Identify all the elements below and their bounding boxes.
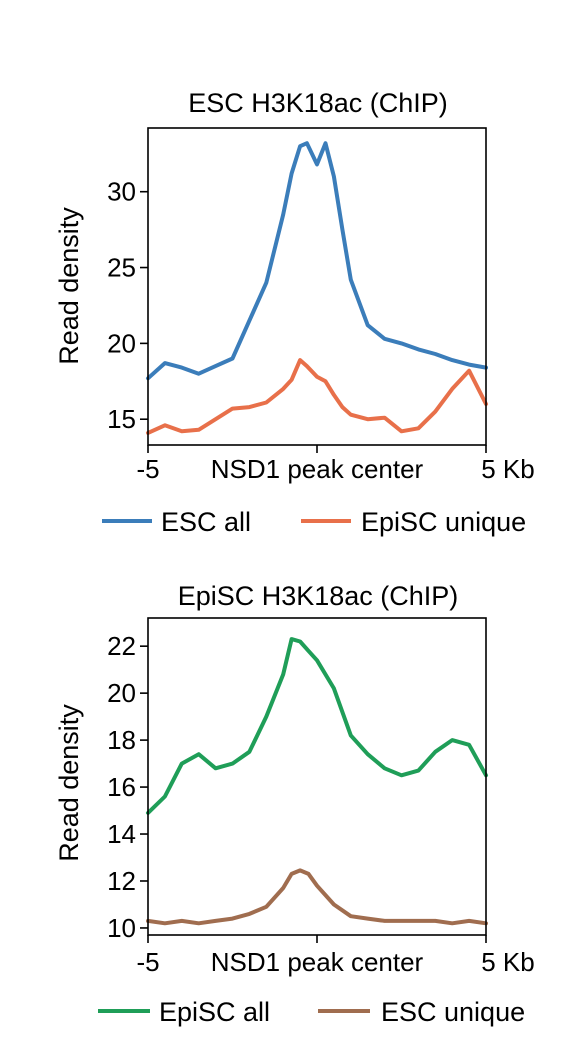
x-axis [147, 935, 487, 943]
series-lines [146, 141, 488, 435]
legend-label-esc-unique: ESC unique [381, 997, 525, 1027]
legend: ESC all EpiSC unique [102, 507, 526, 537]
y-tick-label: 20 [107, 678, 136, 708]
series-line-episc-all [146, 637, 488, 815]
x-tick-label-left: -5 [136, 454, 159, 484]
x-tick-label-left: -5 [136, 947, 159, 977]
y-tick-label: 15 [107, 404, 136, 434]
legend-label-episc-unique: EpiSC unique [361, 507, 526, 537]
legend-label-episc-all: EpiSC all [159, 997, 270, 1027]
y-axis-label: Read density [54, 207, 84, 365]
y-axis-ticks: 15 20 25 30 [107, 177, 148, 434]
x-tick-label-right: 5 Kb [481, 454, 535, 484]
chart-title: EpiSC H3K18ac (ChIP) [178, 581, 459, 611]
series-line-esc-all [146, 141, 488, 381]
y-tick-label: 20 [107, 328, 136, 358]
legend: EpiSC all ESC unique [98, 997, 525, 1027]
y-axis-ticks: 10 12 14 16 18 20 22 [107, 631, 148, 943]
y-tick-label: 10 [107, 913, 136, 943]
y-tick-label: 14 [107, 819, 136, 849]
y-tick-label: 22 [107, 631, 136, 661]
plot-frame [147, 127, 487, 446]
y-tick-label: 25 [107, 253, 136, 283]
y-tick-label: 30 [107, 177, 136, 207]
episc-chart-panel: EpiSC H3K18ac (ChIP) Read density 10 12 14… [54, 581, 535, 1027]
x-axis-label: NSD1 peak center [211, 947, 424, 977]
x-tick-label-right: 5 Kb [481, 947, 535, 977]
x-axis-label: NSD1 peak center [211, 454, 424, 484]
x-axis [147, 445, 487, 453]
esc-chart-panel: ESC H3K18ac (ChIP) Read density 15 20 25 30… [54, 88, 535, 537]
y-tick-label: 12 [107, 866, 136, 896]
series-line-episc-unique [146, 358, 488, 435]
y-tick-label: 18 [107, 725, 136, 755]
series-lines [146, 637, 488, 926]
chart-title: ESC H3K18ac (ChIP) [188, 88, 448, 118]
y-tick-label: 16 [107, 772, 136, 802]
series-line-esc-unique [146, 868, 488, 926]
y-axis-label: Read density [54, 704, 84, 862]
legend-label-esc-all: ESC all [161, 507, 251, 537]
